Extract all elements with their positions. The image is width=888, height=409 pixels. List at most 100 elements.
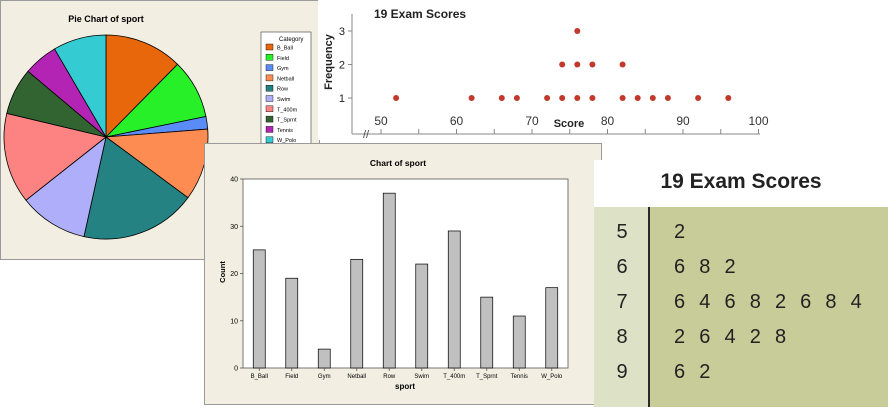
y-tick-label: 30 (230, 224, 238, 231)
x-tick-label: T_Sprnt (476, 374, 498, 380)
bar-gym (317, 348, 331, 369)
dot-point (393, 95, 400, 101)
x-axis-label: sport (395, 382, 415, 391)
dot-points (393, 28, 732, 101)
legend-label: Tennis (277, 128, 293, 134)
x-ticks: 50 60 70 80 90 100 (374, 114, 769, 134)
dot-point (589, 95, 596, 101)
legend-label: T_400m (277, 107, 298, 113)
x-tick-label: 60 (450, 114, 464, 128)
bar-title: Chart of sport (370, 158, 426, 168)
dot-plot-title: 19 Exam Scores (374, 7, 466, 21)
legend-title: Category (279, 37, 303, 43)
dot-plot: 19 Exam Scores Frequency // 1 2 3 50 60 70 80… (323, 7, 769, 141)
leaf-values: 2 6 4 2 8 (674, 326, 788, 348)
pie-title: Pie Chart of sport (68, 14, 144, 24)
stem-value: 9 (616, 361, 628, 383)
leaf-values: 6 8 2 (674, 256, 737, 278)
stem-value: 7 (616, 291, 628, 313)
x-tick-label: Tennis (511, 374, 528, 380)
stem-leaf-title: 19 Exam Scores (660, 170, 822, 193)
legend-label: Netball (277, 76, 294, 82)
bars (252, 192, 559, 369)
bar-chart: Chart of sport 0 10 20 30 40 B_Ball Field Gym N… (218, 158, 569, 391)
y-tick-label: 10 (230, 318, 238, 325)
dot-point (589, 61, 596, 68)
pie-legend: Category B_Ball Field Gym Netball Row Swim T_4… (260, 31, 312, 151)
y-ticks: 0 10 20 30 40 (230, 177, 243, 373)
bar-w_polo (545, 287, 559, 369)
stem-value: 8 (616, 326, 628, 348)
legend-swatch (265, 136, 274, 143)
dot-point (619, 61, 626, 68)
x-tick-label: 70 (525, 114, 539, 128)
bar-netball (350, 258, 364, 369)
legend-label: Field (277, 56, 289, 62)
bar-field (285, 277, 299, 369)
stem-leaf-table: 5 6 7 8 9 2 6 8 2 6 4 6 8 2 6 8 4 2 6 4 2 8 6 2 (594, 207, 888, 407)
legend-label: Swim (277, 97, 291, 103)
x-tick-label: 100 (748, 114, 768, 128)
bar-row (382, 192, 396, 369)
bar-chart-panel: Chart of sport 0 10 20 30 40 B_Ball Field Gym N… (204, 143, 602, 405)
stem-leaf-panel: 19 Exam Scores 5 6 7 8 9 2 6 8 2 6 4 6 8 2 6 8… (594, 160, 888, 407)
dot-point (664, 95, 671, 101)
legend-swatch (265, 54, 274, 61)
legend-swatch (265, 115, 274, 123)
y-tick-label: 3 (339, 26, 345, 38)
pie-slices (3, 34, 209, 240)
legend-swatch (265, 126, 274, 133)
axis-break: // (363, 129, 370, 140)
stem-value: 6 (616, 256, 628, 278)
bar-t_sprnt (480, 296, 494, 369)
x-tick-label: Netball (347, 374, 366, 380)
legend-swatch (265, 84, 274, 92)
dot-point (513, 95, 520, 101)
y-tick-label: 2 (339, 60, 345, 72)
dot-plot-panel: 19 Exam Scores Frequency // 1 2 3 50 60 70 80… (318, 0, 778, 141)
pie-chart-panel: Pie Chart of sport Category B_Ball Field G… (0, 0, 320, 260)
pie-slice-netball (104, 128, 209, 199)
legend-swatch (265, 74, 274, 82)
legend-label: W_Polo (277, 138, 296, 144)
x-tick-label: 50 (374, 114, 388, 128)
dot-point (468, 95, 475, 101)
legend-label: Row (277, 87, 288, 93)
pie-slice-b_ball (105, 34, 179, 138)
y-tick-label: 0 (234, 366, 238, 373)
stem-column: 5 6 7 8 9 (594, 207, 650, 407)
x-axis-label: Score (554, 118, 585, 130)
x-tick-label: 90 (676, 114, 690, 128)
pie-chart: Pie Chart of sport Category B_Ball Field G… (3, 14, 312, 240)
dot-point (725, 95, 732, 101)
pie-slice-row (83, 136, 189, 240)
legend-swatch (265, 105, 274, 113)
x-tick-label: Row (383, 374, 396, 380)
x-tick-label: Swim (414, 374, 429, 380)
legend-swatch (265, 43, 274, 51)
y-axis-label: Frequency (323, 33, 335, 90)
dot-point (634, 95, 641, 101)
legend-label: B_Ball (277, 46, 293, 52)
y-tick-label: 40 (230, 177, 238, 184)
legend-label: T_Sprnt (277, 118, 297, 124)
dot-point (574, 95, 581, 101)
x-tick-label: T_400m (443, 374, 465, 380)
leaf-values: 6 2 (674, 361, 712, 383)
stem-value: 5 (616, 221, 628, 243)
x-tick-label: B_Ball (251, 374, 268, 380)
bar-tennis (512, 315, 526, 369)
legend-swatch (265, 64, 274, 71)
dot-point (544, 95, 551, 101)
y-ticks: 1 2 3 (339, 26, 352, 105)
legend-label: Gym (277, 66, 289, 72)
x-tick-label: 80 (601, 114, 615, 128)
leaf-values: 6 4 6 8 2 6 8 4 (674, 291, 863, 313)
bar-b_ball (252, 249, 266, 369)
dot-point (498, 95, 505, 101)
pie-slice-w_polo (53, 34, 107, 139)
x-tick-label: Gym (318, 374, 331, 380)
dot-point (619, 95, 626, 101)
legend-swatch (265, 95, 274, 102)
legend-items: B_Ball Field Gym Netball Row Swim T_400m T_Sprn… (265, 43, 298, 144)
